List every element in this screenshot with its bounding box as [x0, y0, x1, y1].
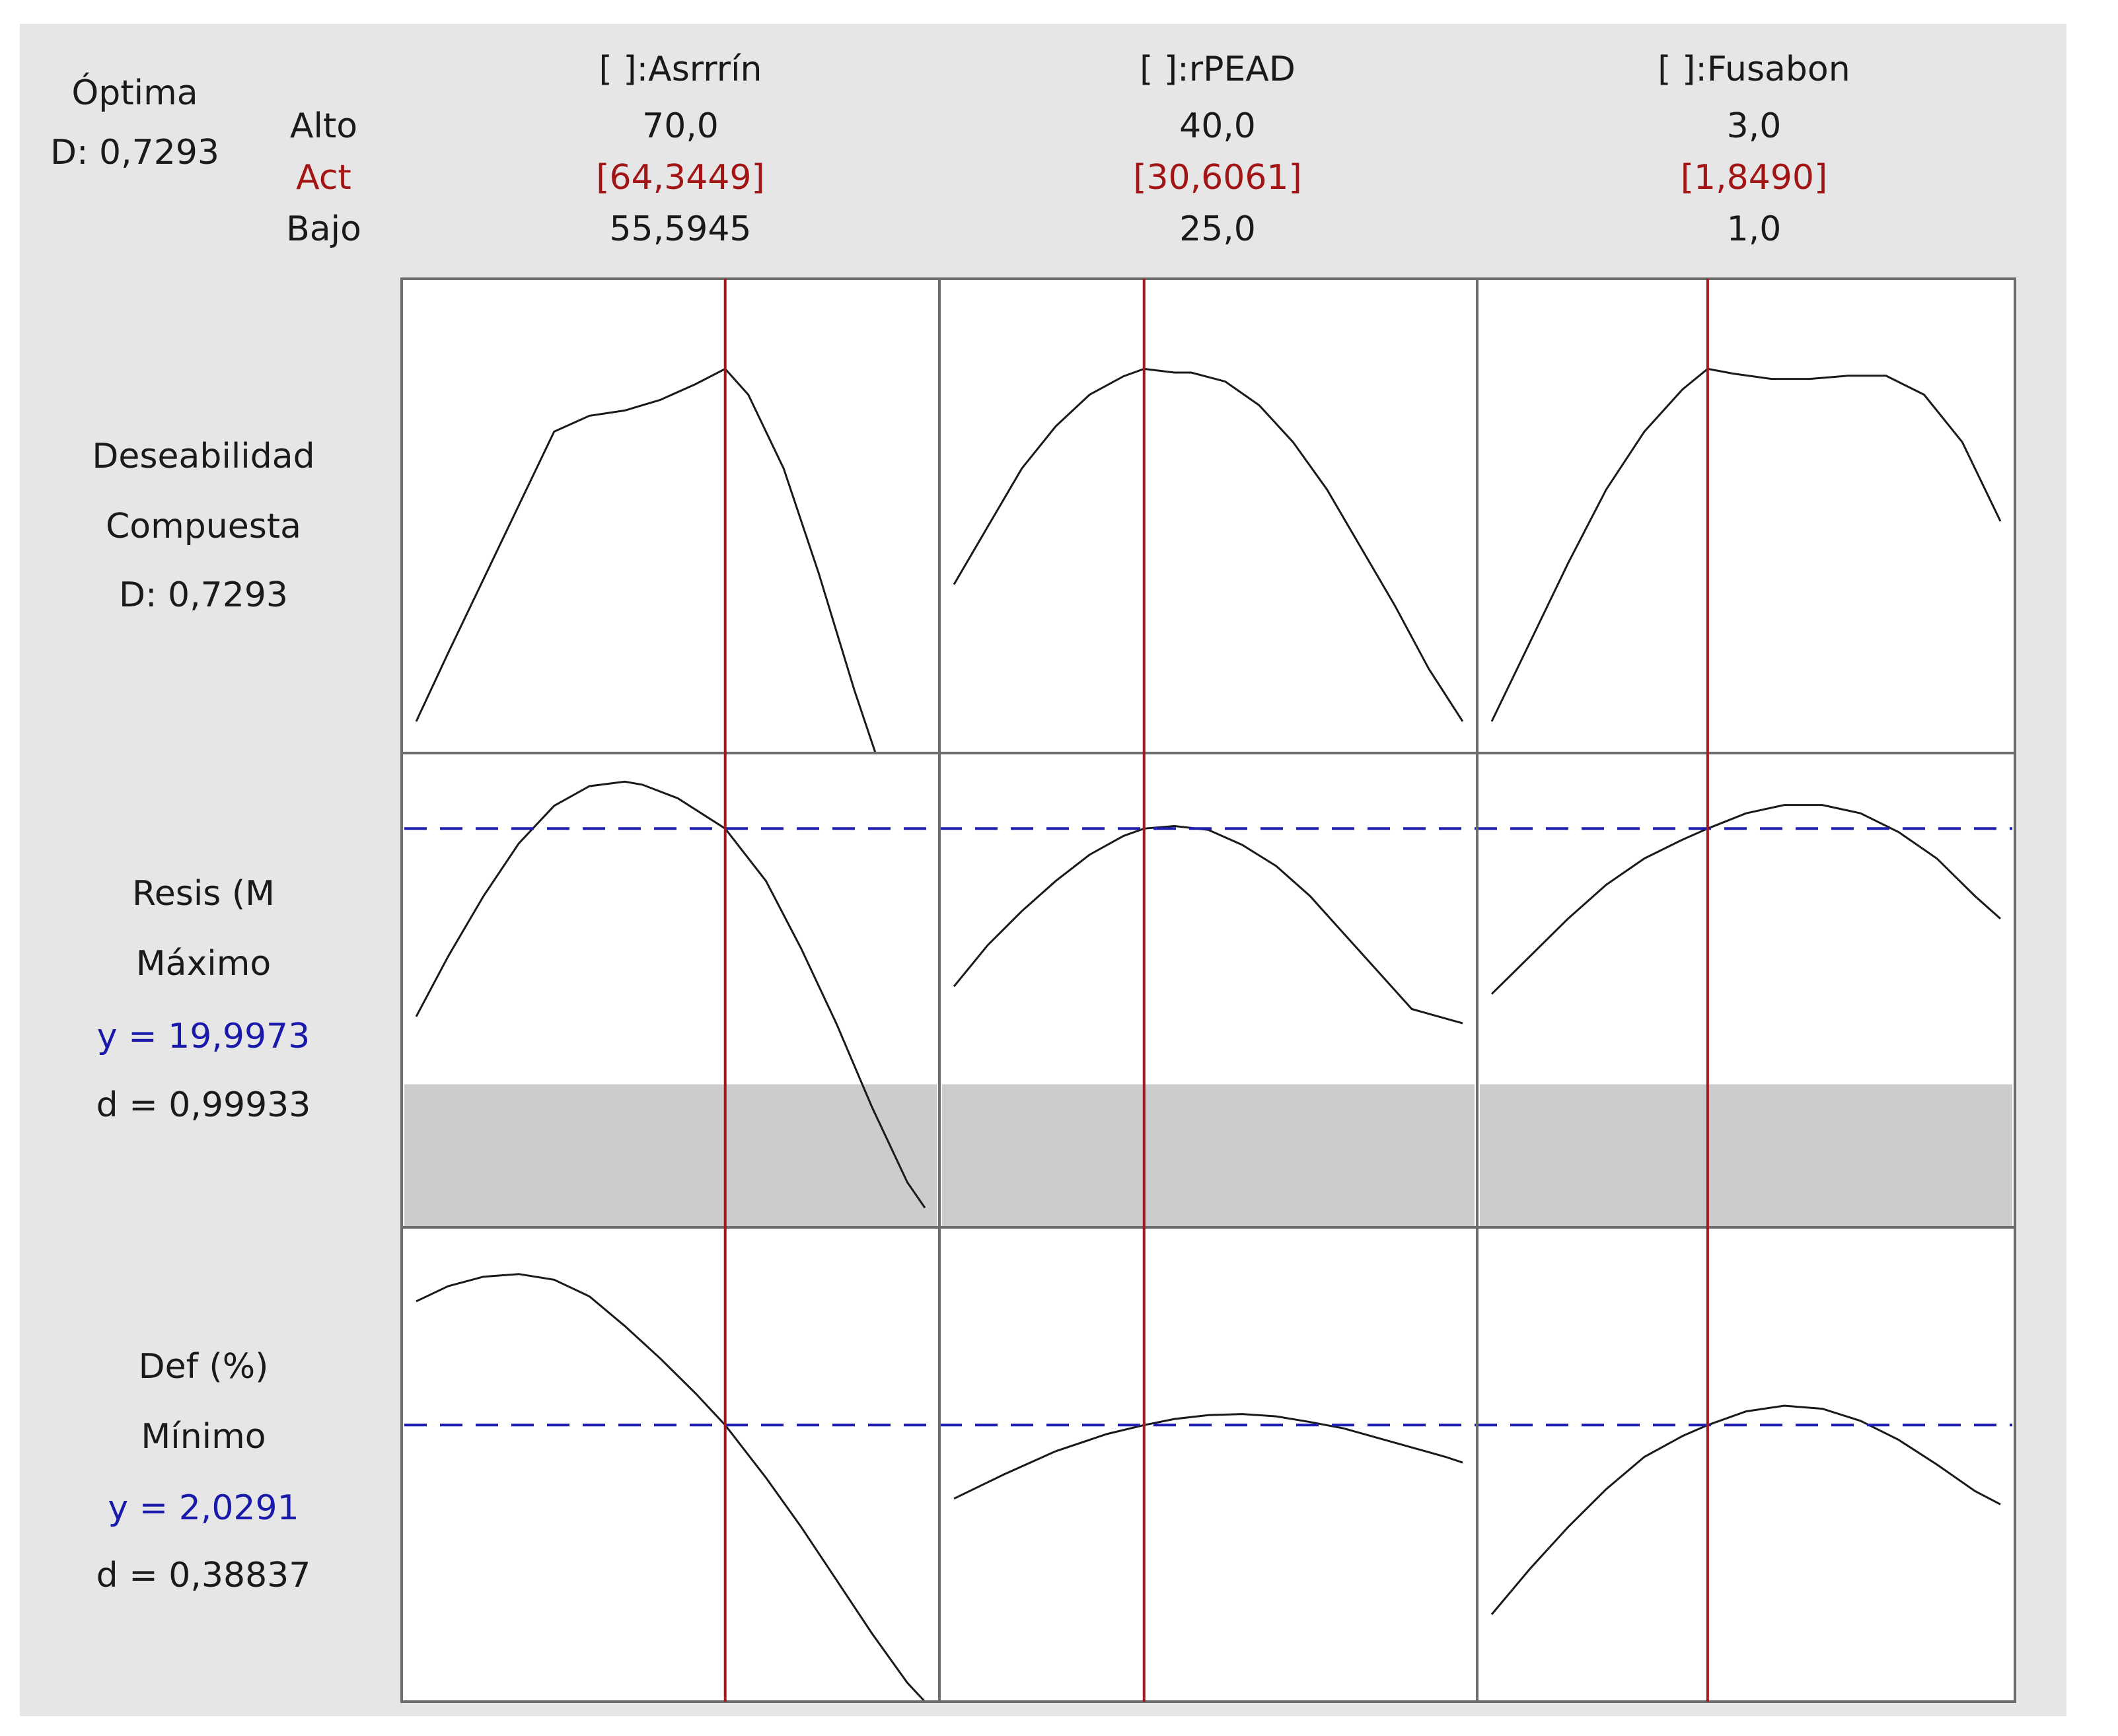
response-curve	[953, 367, 1464, 722]
factor-high-value: 70,0	[642, 106, 719, 146]
response-curve	[415, 780, 926, 1209]
response-label-line: Mínimo	[141, 1417, 266, 1457]
response-label-line: Deseabilidad	[92, 437, 314, 476]
response-curve	[416, 1273, 926, 1703]
response-label-line: y = 19,9973	[97, 1017, 310, 1056]
factor-current-value: [30,6061]	[1133, 158, 1302, 198]
infeasible-region	[404, 1084, 937, 1226]
response-label-line: d = 0,38837	[96, 1556, 311, 1595]
cell-border	[1476, 1226, 2016, 1703]
high-label: Alto	[290, 106, 357, 146]
optimization-plot-panel: Óptima D: 0,7293 Alto Act Bajo [ ]:Asrrrín 70,…	[20, 24, 2066, 1716]
factor-current-value: [1,8490]	[1681, 158, 1828, 198]
infeasible-region	[1480, 1084, 2012, 1226]
factor-name: [ ]:Asrrrín	[599, 50, 762, 89]
optimal-title: Óptima	[71, 72, 198, 113]
plot-cell	[402, 279, 939, 753]
infeasible-region	[942, 1084, 1475, 1226]
response-curve	[1490, 804, 2001, 995]
response-label-line: Compuesta	[106, 507, 301, 546]
factor-low-value: 1,0	[1727, 209, 1782, 249]
optimal-d-value: D: 0,7293	[50, 133, 219, 172]
low-label: Bajo	[286, 209, 361, 249]
factor-name: [ ]:Fusabon	[1658, 50, 1850, 89]
plot-cell	[939, 279, 1477, 753]
current-label: Act	[296, 158, 351, 198]
plot-cell	[402, 1227, 939, 1702]
response-label-line: Máximo	[136, 944, 271, 984]
plot-cell	[1477, 279, 2015, 753]
response-label-line: D: 0,7293	[119, 575, 288, 615]
response-curve	[415, 367, 925, 754]
response-curve	[953, 1413, 1463, 1500]
response-curve	[1490, 367, 2002, 722]
factor-current-value: [64,3449]	[596, 158, 765, 198]
response-curve	[1490, 1404, 2001, 1615]
factor-high-value: 40,0	[1179, 106, 1256, 146]
factor-low-value: 25,0	[1179, 209, 1256, 249]
response-label-line: y = 2,0291	[108, 1488, 299, 1528]
response-label-line: Def (%)	[139, 1347, 269, 1387]
plot-cell	[1477, 1227, 2015, 1702]
response-label-line: Resis (M	[132, 874, 275, 914]
optimization-chart: Óptima D: 0,7293 Alto Act Bajo [ ]:Asrrrín 70,…	[50, 50, 2016, 1703]
factor-high-value: 3,0	[1727, 106, 1782, 146]
factor-low-value: 55,5945	[609, 209, 751, 249]
response-label-line: d = 0,99933	[96, 1085, 311, 1125]
plot-cell	[939, 1227, 1477, 1702]
factor-name: [ ]:rPEAD	[1140, 50, 1296, 89]
